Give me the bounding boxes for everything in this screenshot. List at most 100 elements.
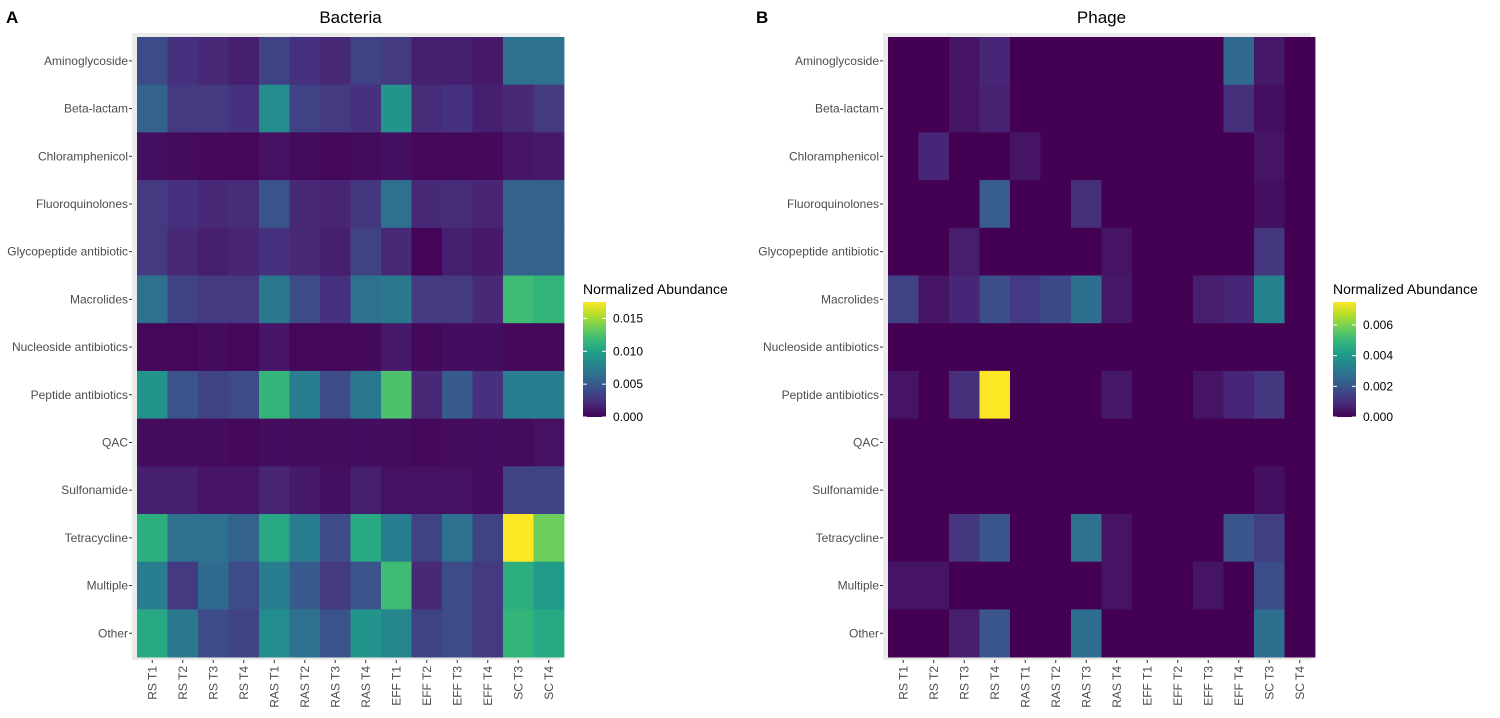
heatmap-cell — [259, 37, 290, 86]
heatmap-cell — [137, 514, 168, 563]
heatmap-cell — [1132, 323, 1163, 372]
heatmap-cell — [167, 609, 199, 658]
heatmap-cell — [381, 227, 412, 276]
heatmap-cell — [259, 84, 290, 133]
heatmap-cell — [1071, 323, 1102, 372]
y-tick-label: Multiple — [87, 579, 129, 593]
heatmap-cell — [533, 84, 565, 133]
heatmap-cell — [167, 227, 199, 276]
heatmap-cell — [503, 561, 534, 610]
heatmap-cell — [949, 84, 980, 133]
y-tick-label: Fluoroquinolones — [36, 197, 128, 211]
heatmap-cell — [1040, 84, 1072, 133]
heatmap-cell — [533, 418, 565, 467]
heatmap-cell — [167, 418, 199, 467]
heatmap-cell — [472, 609, 504, 658]
heatmap-cell — [289, 132, 321, 181]
heatmap-cell — [1040, 180, 1072, 229]
heatmap-cell — [1010, 84, 1041, 133]
heatmap-cell — [1071, 227, 1102, 276]
y-tick-label: Tetracycline — [816, 531, 880, 545]
heatmap-cell — [320, 180, 351, 229]
x-tick-label: EFF T4 — [481, 666, 495, 706]
y-tick-label: Nucleoside antibiotics — [763, 340, 879, 354]
heatmap-cell — [289, 514, 321, 563]
y-tick-label: Sulfonamide — [812, 483, 879, 497]
heatmap-cell — [503, 514, 534, 563]
heatmap-cell — [167, 275, 199, 324]
heatmap-cell — [1193, 84, 1224, 133]
heatmap-cell — [1101, 370, 1133, 419]
heatmap-cell — [1223, 323, 1255, 372]
heatmap-cell — [259, 561, 290, 610]
heatmap-cell — [1040, 37, 1072, 86]
heatmap-cell — [381, 132, 412, 181]
heatmap-cell — [1101, 418, 1133, 467]
heatmap-cell — [167, 132, 199, 181]
heatmap-cell — [472, 466, 504, 515]
heatmap-cell — [289, 418, 321, 467]
heatmap-cell — [918, 84, 950, 133]
y-tick-label: Glycopeptide antibiotic — [758, 245, 879, 259]
chart-title: Phage — [1077, 8, 1126, 27]
heatmap-cell — [888, 84, 919, 133]
heatmap-cell — [979, 609, 1011, 658]
heatmap-cell — [979, 418, 1011, 467]
heatmap-cell — [533, 180, 565, 229]
heatmap-cell — [198, 323, 229, 372]
legend-colorbar — [583, 302, 606, 417]
heatmap-cell — [918, 609, 950, 658]
heatmap-cell — [1162, 418, 1194, 467]
heatmap-cell — [888, 323, 919, 372]
heatmap-cell — [472, 132, 504, 181]
x-tick-label: SC T3 — [511, 666, 525, 700]
heatmap-cell — [411, 323, 443, 372]
heatmap-cell — [411, 609, 443, 658]
heatmap-cell — [442, 227, 473, 276]
x-tick-label: SC T4 — [542, 666, 556, 700]
heatmap-cell — [979, 37, 1011, 86]
heatmap-cell — [949, 132, 980, 181]
heatmap-cell — [1101, 132, 1133, 181]
heatmap-cell — [1284, 370, 1316, 419]
heatmap-cell — [350, 609, 382, 658]
heatmap-cell — [1254, 609, 1285, 658]
heatmap-cell — [228, 132, 260, 181]
heatmap-cell — [1223, 418, 1255, 467]
heatmap-cell — [320, 84, 351, 133]
heatmap-cell — [1040, 609, 1072, 658]
y-tick-label: Aminoglycoside — [44, 54, 128, 68]
heatmap-cell — [1071, 561, 1102, 610]
x-tick-label: RAS T1 — [1018, 666, 1032, 708]
heatmap-cell — [949, 323, 980, 372]
heatmap-cell — [949, 466, 980, 515]
heatmap-cell — [472, 561, 504, 610]
y-tick-label: Sulfonamide — [61, 483, 128, 497]
heatmap-cell — [289, 370, 321, 419]
y-tick-label: Macrolides — [821, 292, 879, 306]
y-tick-label: Chloramphenicol — [789, 149, 879, 163]
heatmap-cell — [1162, 561, 1194, 610]
heatmap-cell — [259, 275, 290, 324]
heatmap-cell — [503, 323, 534, 372]
heatmap-cell — [1132, 84, 1163, 133]
heatmap-cell — [1162, 370, 1194, 419]
heatmap-cell — [1254, 323, 1285, 372]
heatmap-cell — [1223, 561, 1255, 610]
heatmap-cell — [472, 227, 504, 276]
heatmap-cell — [472, 370, 504, 419]
x-tick-label: EFF T3 — [1201, 666, 1215, 706]
heatmap-cell — [918, 514, 950, 563]
heatmap-cell — [259, 466, 290, 515]
heatmap-cell — [167, 514, 199, 563]
x-tick-label: EFF T1 — [389, 666, 403, 706]
heatmap-cell — [979, 561, 1011, 610]
heatmap-cell — [198, 370, 229, 419]
heatmap-cell — [503, 84, 534, 133]
heatmap-cell — [1101, 323, 1133, 372]
heatmap-cell — [503, 227, 534, 276]
heatmap-cell — [137, 84, 168, 133]
heatmap-cell — [350, 275, 382, 324]
heatmap-cell — [1010, 514, 1041, 563]
heatmap-cell — [1132, 514, 1163, 563]
